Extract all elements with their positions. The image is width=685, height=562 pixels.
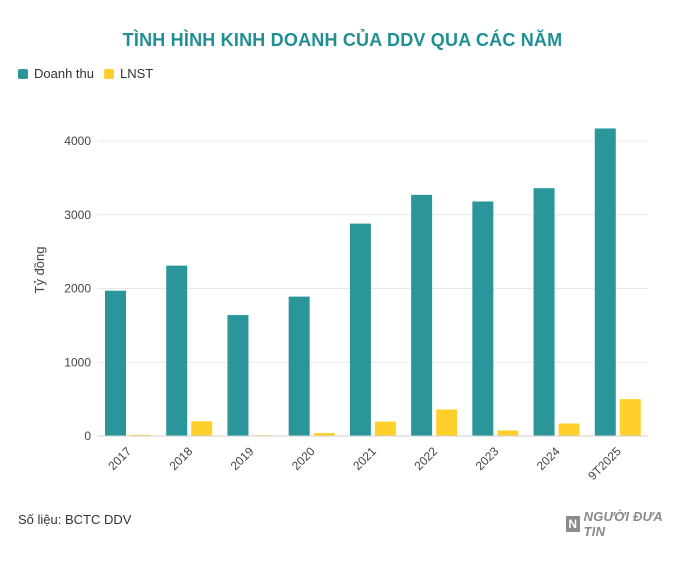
chart-legend: Doanh thu LNST: [18, 66, 153, 81]
x-tick-label: 2021: [350, 444, 379, 473]
bar-lnst-2022: [436, 409, 458, 436]
x-tick-label: 2018: [167, 444, 196, 473]
brand-mark-icon: N: [566, 516, 580, 532]
bar-lnst-2017: [130, 434, 151, 436]
y-axis-label: Tỷ đồng: [32, 247, 47, 294]
bar-doanh-thu-9T2025: [594, 128, 616, 436]
x-tick-label: 2024: [534, 444, 563, 473]
source-note: Số liệu: BCTC DDV: [18, 512, 132, 527]
x-tick-label: 2019: [228, 444, 257, 473]
bar-doanh-thu-2020: [288, 296, 310, 436]
bar-doanh-thu-2018: [166, 265, 188, 436]
chart-title: TÌNH HÌNH KINH DOANH CỦA DDV QUA CÁC NĂM: [122, 30, 563, 50]
bar-lnst-2020: [313, 433, 335, 436]
legend-label-doanh-thu: Doanh thu: [34, 66, 94, 81]
bar-doanh-thu-2022: [411, 194, 433, 436]
brand-name: NGƯỜI ĐƯA TIN: [583, 509, 663, 539]
y-tick-label: 4000: [64, 134, 91, 148]
legend-swatch-lnst: [104, 68, 114, 79]
x-tick-label: 2017: [105, 444, 134, 473]
bar-lnst-2021: [374, 421, 396, 436]
x-tick-label: 9T2025: [585, 444, 624, 483]
bar-lnst-2023: [497, 430, 519, 436]
bar-lnst-2018: [191, 421, 213, 436]
bar-doanh-thu-2019: [227, 315, 249, 436]
legend-item-doanh-thu[interactable]: Doanh thu: [18, 66, 94, 81]
legend-label-lnst: LNST: [120, 66, 154, 81]
x-tick-label: 2020: [289, 444, 318, 473]
bar-doanh-thu-2023: [472, 201, 494, 436]
bar-lnst-9T2025: [619, 399, 641, 436]
legend-swatch-doanh-thu: [18, 68, 28, 79]
x-tick-label: 2023: [473, 444, 502, 473]
y-tick-label: 3000: [64, 208, 91, 222]
bar-doanh-thu-2021: [349, 223, 371, 436]
bar-doanh-thu-2017: [105, 290, 126, 436]
y-tick-label: 0: [84, 429, 91, 443]
legend-item-lnst[interactable]: LNST: [104, 66, 153, 81]
x-tick-label: 2022: [411, 444, 440, 473]
bar-doanh-thu-2024: [533, 188, 555, 436]
y-tick-label: 2000: [64, 282, 91, 296]
y-tick-label: 1000: [64, 355, 91, 369]
brand-logo: N NGƯỜI ĐƯA TIN: [566, 509, 685, 539]
bar-lnst-2024: [558, 423, 580, 436]
